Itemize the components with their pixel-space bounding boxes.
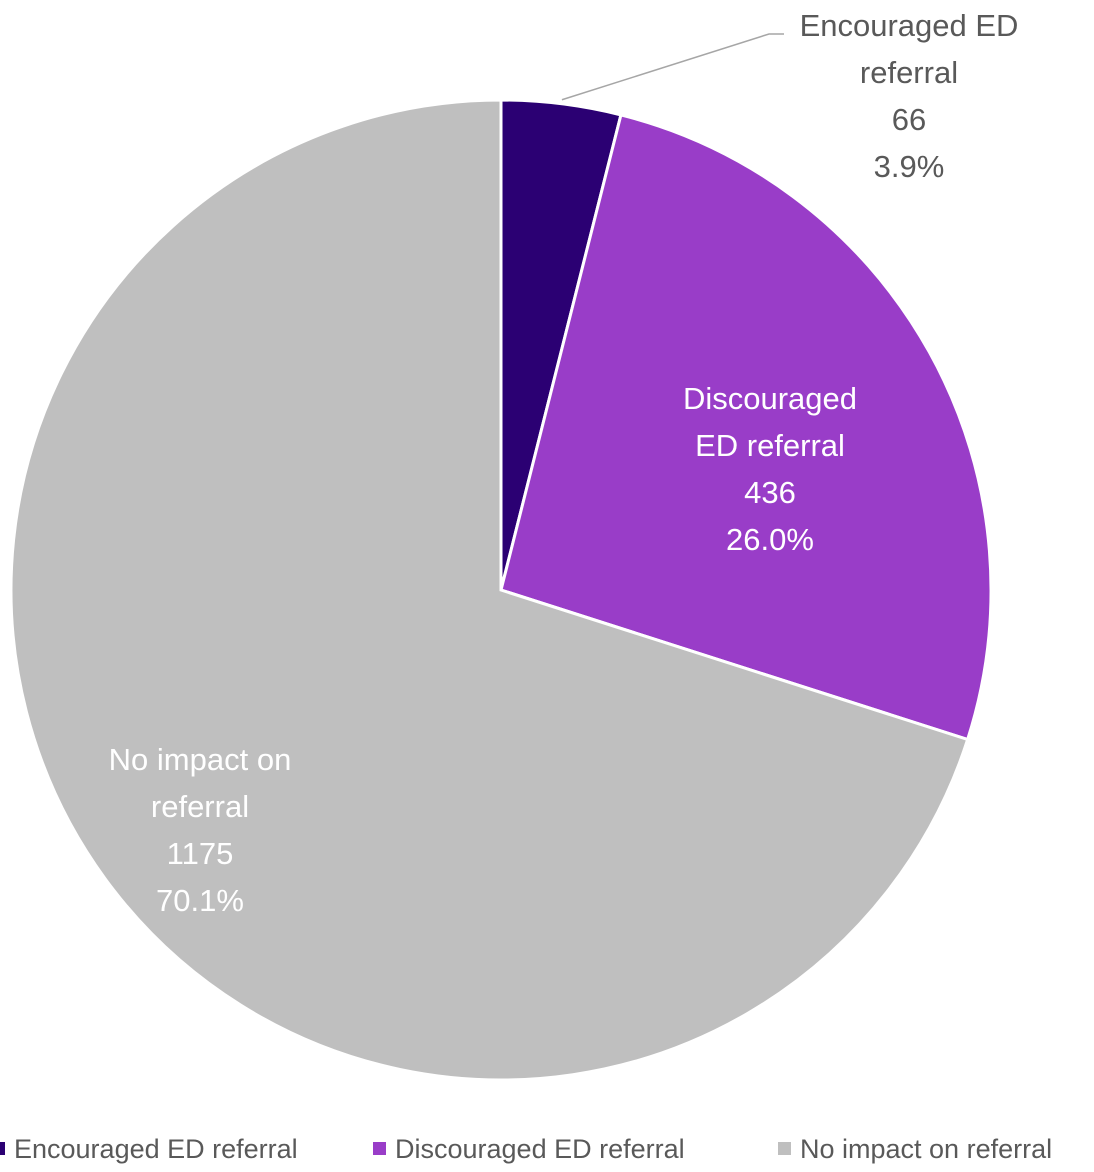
slice-labels: Encouraged ED referral 66 3.9% Discouraged ED…	[109, 8, 1019, 918]
legend-swatch	[373, 1142, 386, 1155]
pie-slices	[9, 98, 993, 1082]
leader-line	[561, 33, 784, 101]
data-label-name: Encouraged ED	[800, 8, 1019, 43]
legend-item-discouraged-ed-referral: Discouraged ED referral	[373, 1134, 685, 1164]
data-label-count: 1175	[167, 836, 234, 871]
data-label-no-impact-on-referral: No impact on referral 1175 70.1%	[109, 742, 292, 918]
legend-label: Discouraged ED referral	[395, 1134, 685, 1164]
pie-slice-no-impact-on-referral	[9, 98, 970, 1082]
data-label-count: 436	[744, 475, 796, 510]
legend-swatch	[778, 1142, 791, 1155]
legend-label: Encouraged ED referral	[14, 1134, 298, 1164]
data-label-discouraged-ed-referral: Discouraged ED referral 436 26.0%	[683, 381, 857, 557]
data-label-percent: 3.9%	[874, 149, 945, 184]
data-label-name: Discouraged	[683, 381, 857, 416]
legend-item-no-impact-on-referral: No impact on referral	[778, 1134, 1052, 1164]
data-label-name: No impact on	[109, 742, 292, 777]
data-label-name: referral	[860, 55, 958, 90]
data-label-encouraged-ed-referral: Encouraged ED referral 66 3.9%	[800, 8, 1019, 184]
legend-item-encouraged-ed-referral: Encouraged ED referral	[0, 1134, 298, 1164]
legend-label: No impact on referral	[800, 1134, 1052, 1164]
legend: Encouraged ED referral Discouraged ED ref…	[0, 1134, 1052, 1164]
data-label-name: referral	[151, 789, 249, 824]
legend-swatch	[0, 1142, 5, 1155]
data-label-percent: 70.1%	[156, 883, 244, 918]
data-label-name: ED referral	[695, 428, 845, 463]
data-label-count: 66	[892, 102, 926, 137]
pie-slice-discouraged-ed-referral	[499, 113, 993, 742]
data-label-percent: 26.0%	[726, 522, 814, 557]
